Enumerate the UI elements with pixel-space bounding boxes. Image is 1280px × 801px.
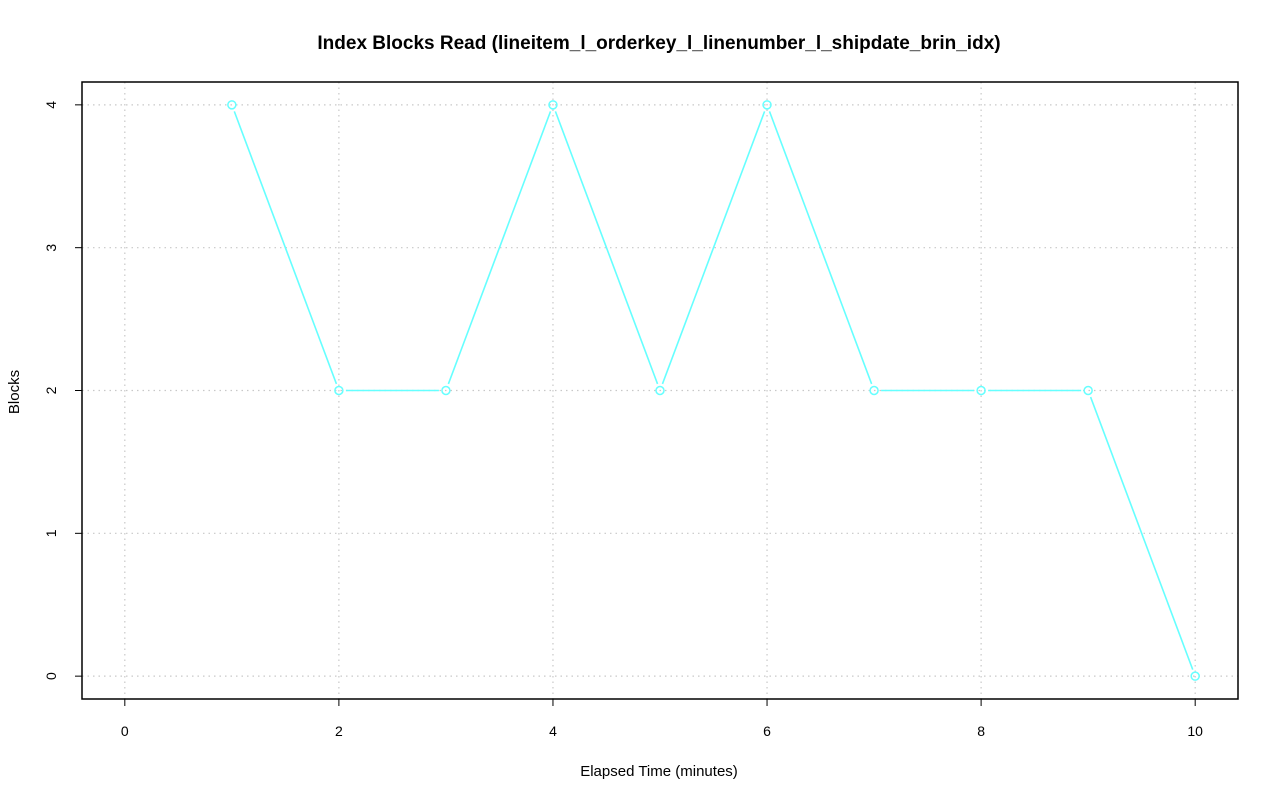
y-tick-label: 2 [43, 386, 59, 394]
series-line-segment [233, 111, 338, 385]
series-0 [227, 100, 1200, 681]
data-point [334, 385, 344, 396]
grid [82, 82, 1238, 699]
data-point [548, 100, 558, 110]
data-point [441, 385, 451, 396]
y-tick-label: 0 [43, 672, 59, 680]
series-line-segment [768, 111, 873, 385]
y-tick-label: 4 [43, 101, 59, 109]
series-line-segment [1089, 396, 1194, 670]
data-point [1083, 385, 1093, 396]
y-axis: 0 1 2 3 4 [43, 101, 82, 680]
data-point [1190, 671, 1200, 681]
series-layer [227, 100, 1200, 681]
data-point [227, 100, 237, 110]
x-tick-label: 10 [1187, 723, 1203, 739]
data-point [762, 100, 772, 110]
series-line-segment [554, 111, 659, 385]
data-point [869, 385, 879, 396]
y-tick-label: 3 [43, 244, 59, 252]
chart-title: Index Blocks Read (lineitem_l_orderkey_l… [317, 33, 1000, 54]
x-tick-label: 8 [977, 723, 985, 739]
x-tick-label: 4 [549, 723, 557, 739]
series-line-segment [661, 111, 766, 385]
y-axis-label: Blocks [6, 370, 23, 414]
x-axis-label: Elapsed Time (minutes) [580, 763, 738, 780]
data-point [976, 385, 986, 396]
series-line-segment [447, 111, 552, 385]
x-axis: 0 2 4 6 8 10 [121, 699, 1203, 739]
data-point [655, 385, 665, 396]
x-tick-label: 0 [121, 723, 129, 739]
x-tick-label: 2 [335, 723, 343, 739]
x-tick-label: 6 [763, 723, 771, 739]
y-tick-label: 1 [43, 529, 59, 537]
